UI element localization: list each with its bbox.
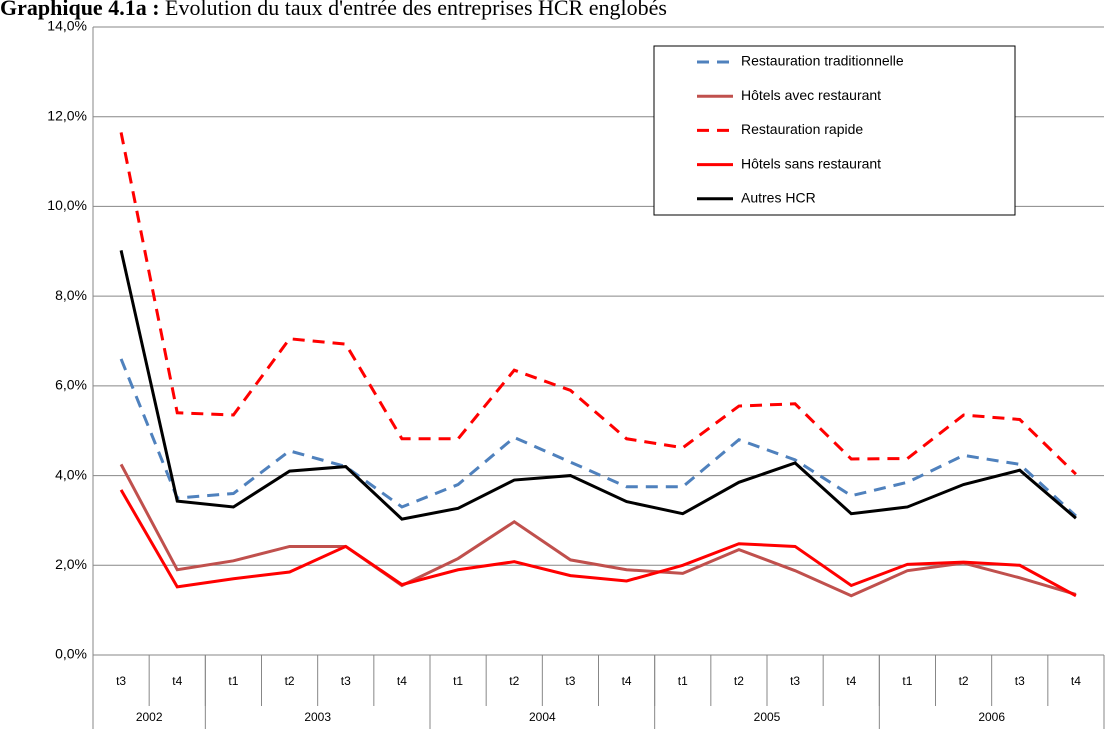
x-tick-label: t1 bbox=[453, 674, 463, 688]
legend-label: Restauration rapide bbox=[741, 121, 863, 137]
y-tick-label: 2,0% bbox=[55, 556, 87, 572]
legend-label: Hôtels avec restaurant bbox=[741, 87, 881, 103]
x-tick-label: t2 bbox=[734, 674, 744, 688]
x-tick-label: t3 bbox=[341, 674, 351, 688]
legend-label: Autres HCR bbox=[741, 190, 816, 206]
legend-label: Restauration traditionnelle bbox=[741, 53, 904, 69]
x-tick-label: t3 bbox=[565, 674, 575, 688]
x-group-label: 2006 bbox=[978, 710, 1005, 724]
y-tick-label: 8,0% bbox=[55, 287, 87, 303]
x-tick-label: t2 bbox=[285, 674, 295, 688]
x-tick-label: t2 bbox=[509, 674, 519, 688]
y-tick-label: 14,0% bbox=[47, 18, 87, 34]
x-tick-label: t2 bbox=[959, 674, 969, 688]
x-tick-label: t1 bbox=[902, 674, 912, 688]
x-tick-label: t4 bbox=[846, 674, 856, 688]
x-group-label: 2004 bbox=[529, 710, 556, 724]
x-group-label: 2002 bbox=[136, 710, 163, 724]
title-label: Graphique 4.1a : bbox=[0, 0, 160, 20]
series-line bbox=[119, 132, 1077, 476]
y-tick-label: 4,0% bbox=[55, 466, 87, 482]
y-tick-label: 10,0% bbox=[47, 197, 87, 213]
title-text: Evolution du taux d'entrée des entrepris… bbox=[165, 0, 667, 20]
y-tick-label: 12,0% bbox=[47, 107, 87, 123]
x-tick-label: t4 bbox=[397, 674, 407, 688]
legend-label: Hôtels sans restaurant bbox=[741, 155, 881, 171]
x-group-label: 2005 bbox=[754, 710, 781, 724]
chart-title: Graphique 4.1a : Evolution du taux d'ent… bbox=[0, 0, 667, 20]
x-tick-label: t3 bbox=[116, 674, 126, 688]
y-tick-label: 0,0% bbox=[55, 646, 87, 662]
x-tick-label: t4 bbox=[172, 674, 182, 688]
x-tick-label: t4 bbox=[1071, 674, 1081, 688]
x-group-label: 2003 bbox=[304, 710, 331, 724]
series-line bbox=[119, 463, 1077, 598]
x-tick-label: t4 bbox=[622, 674, 632, 688]
legend-box bbox=[653, 45, 1016, 216]
x-tick-label: t3 bbox=[790, 674, 800, 688]
series-line bbox=[119, 358, 1077, 518]
y-tick-label: 6,0% bbox=[55, 377, 87, 393]
x-tick-label: t1 bbox=[228, 674, 238, 688]
series-line bbox=[119, 489, 1077, 598]
series-line bbox=[119, 250, 1077, 521]
x-tick-label: t3 bbox=[1015, 674, 1025, 688]
x-tick-label: t1 bbox=[678, 674, 688, 688]
